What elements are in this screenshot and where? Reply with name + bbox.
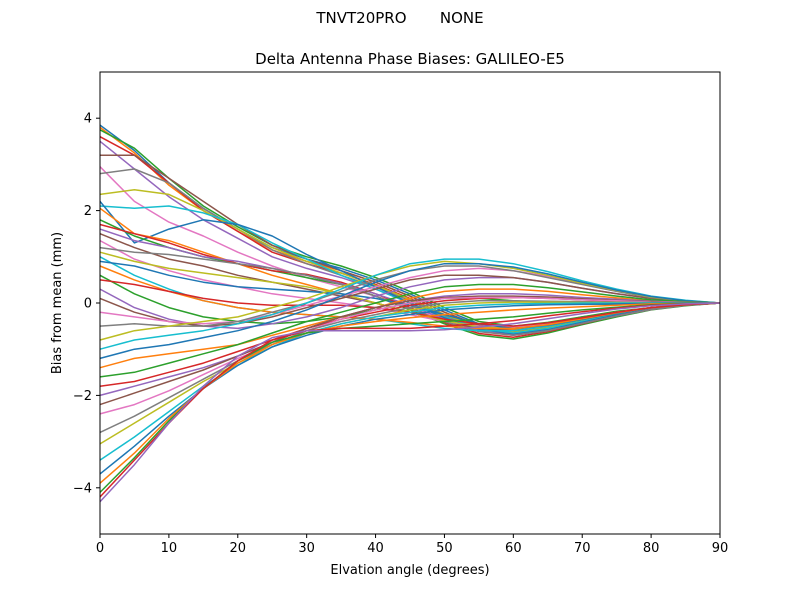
x-tick-label: 90	[712, 541, 729, 556]
x-tick-label: 30	[298, 541, 315, 556]
figure-suptitle: TNVT20PRO NONE	[316, 9, 484, 27]
x-tick-label: 10	[161, 541, 178, 556]
series-line-44	[99, 302, 721, 498]
x-tick-label: 60	[505, 541, 522, 556]
series-line-15	[99, 228, 721, 337]
series-line-37	[99, 296, 721, 415]
x-tick-label: 70	[574, 541, 591, 556]
x-tick-label: 80	[643, 541, 660, 556]
x-tick-label: 0	[96, 541, 104, 556]
x-axis: 0 10 20 30 40 50 60 70 80 90	[96, 534, 728, 556]
x-tick-label: 50	[436, 541, 453, 556]
series-line-32	[99, 288, 721, 369]
y-tick-label: −4	[73, 481, 92, 496]
y-tick-label: 4	[84, 112, 92, 127]
y-axis-label: Bias from mean (mm)	[50, 232, 65, 374]
x-axis-label: Elvation angle (degrees)	[330, 563, 489, 578]
chart-title: Delta Antenna Phase Biases: GALILEO-E5	[255, 50, 565, 68]
y-tick-label: 0	[84, 297, 92, 312]
series-line-45	[99, 302, 721, 503]
series-line-18	[99, 246, 721, 337]
series-line-3	[99, 129, 721, 327]
plot-area	[99, 124, 721, 503]
series-line-30	[99, 258, 721, 350]
x-tick-label: 20	[230, 541, 247, 556]
y-tick-label: 2	[84, 204, 92, 219]
series-line-33	[99, 283, 721, 378]
y-axis: −4 −2 0 2 4	[73, 112, 100, 496]
series-line-31	[99, 262, 721, 360]
x-tick-label: 40	[367, 541, 384, 556]
y-tick-label: −2	[73, 389, 92, 404]
